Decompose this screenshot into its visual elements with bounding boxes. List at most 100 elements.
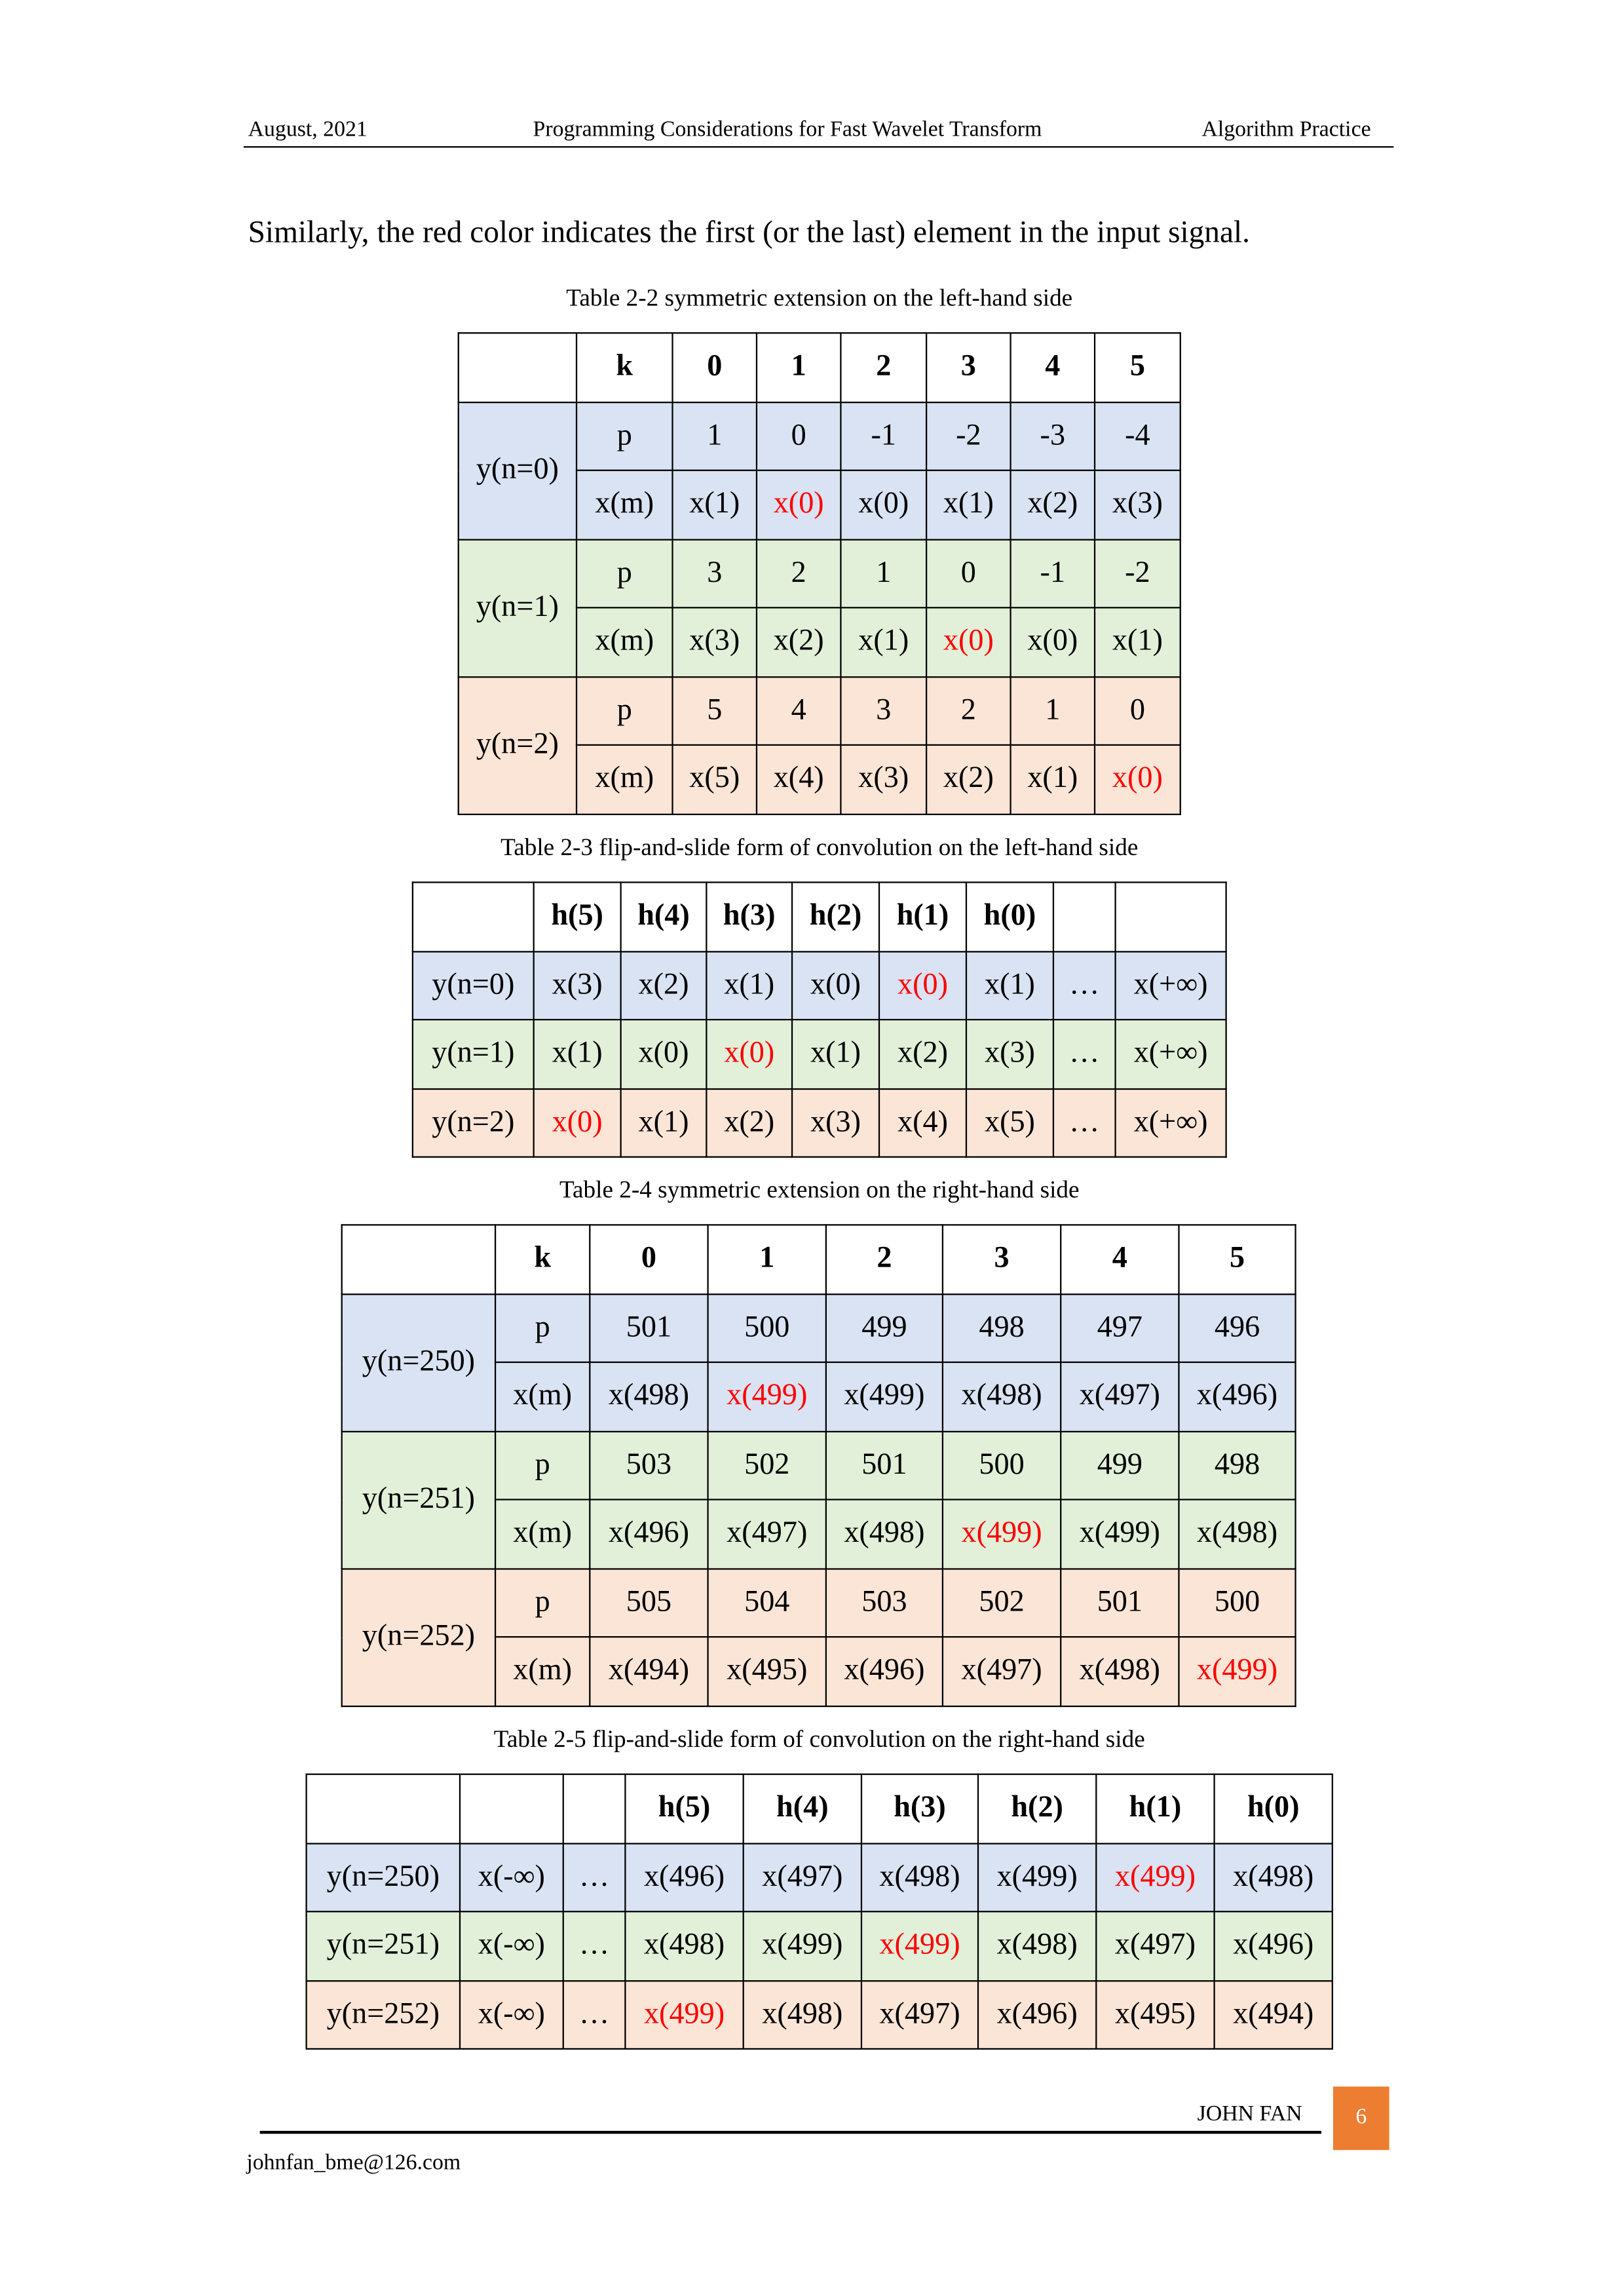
header-cell: 4 <box>1060 1224 1180 1295</box>
table-cell: x(494) <box>1213 1979 1334 2050</box>
table-cell: x(496) <box>1178 1361 1296 1432</box>
table-cell: x(2) <box>755 607 842 678</box>
row-label: p <box>575 676 673 746</box>
table-row: x(m) x(496) x(497) x(498) x(499) x(499) x(498) <box>341 1499 1296 1569</box>
highlighted-cell: x(499) <box>860 1911 979 1981</box>
row-group-label: y(n=0) <box>457 400 578 540</box>
table-cell: x(+∞) <box>1114 1018 1227 1090</box>
header-cell: 3 <box>926 332 1011 403</box>
table-row: y(n=1) p 3 2 1 0 -1 -2 <box>457 538 1181 678</box>
table-cell: 1 <box>671 400 758 471</box>
table-cell: x(498) <box>1178 1499 1296 1569</box>
header-cell <box>562 1773 626 1844</box>
table-row: x(m) x(494) x(495) x(496) x(497) x(498) x(499) <box>341 1636 1296 1707</box>
row-label: y(n=0) <box>411 950 535 1021</box>
table-2-2-caption: Table 2-2 symmetric extension on the lef… <box>566 283 1073 312</box>
row-label: x(m) <box>494 1636 591 1707</box>
table-cell: x(5) <box>671 744 758 814</box>
table-cell: x(3) <box>533 950 622 1021</box>
header-cell: h(4) <box>742 1773 863 1844</box>
table-cell: 500 <box>707 1293 827 1364</box>
table-cell: 496 <box>1178 1293 1296 1364</box>
header-row: h(5) h(4) h(3) h(2) h(1) h(0) <box>305 1773 1334 1844</box>
row-label: x(m) <box>575 469 673 540</box>
table-cell: x(499) <box>825 1361 944 1432</box>
header-section: Algorithm Practice <box>1201 118 1371 142</box>
table-cell: 501 <box>1060 1567 1180 1638</box>
footer-rule <box>259 2130 1321 2133</box>
table-cell: … <box>1052 950 1116 1021</box>
table-cell: x(498) <box>624 1911 744 1981</box>
header-cell: k <box>494 1224 591 1295</box>
table-2-3-caption: Table 2-3 flip-and-slide form of convolu… <box>500 833 1139 861</box>
table-cell: 505 <box>589 1567 709 1638</box>
table-cell: x(2) <box>620 950 708 1021</box>
header-cell: h(2) <box>791 881 880 952</box>
table-cell: … <box>1052 1018 1116 1090</box>
highlighted-cell: x(499) <box>1095 1842 1215 1913</box>
header-cell: k <box>575 332 673 403</box>
table-cell: … <box>562 1911 626 1981</box>
table-row: x(m) x(3) x(2) x(1) x(0) x(0) x(1) <box>458 607 1181 678</box>
table-cell: 500 <box>1178 1567 1296 1638</box>
table-row: y(n=251) x(-∞)… x(498) x(499) x(499) x(498) x(… <box>305 1911 1334 1981</box>
header-cell: h(3) <box>706 881 793 952</box>
header-cell: 2 <box>840 332 928 403</box>
footer-email: johnfan_bme@126.com <box>246 2151 461 2175</box>
table-cell: x(5) <box>965 1087 1055 1158</box>
table-cell: x(2) <box>1010 469 1096 540</box>
table-cell: x(+∞) <box>1114 950 1227 1021</box>
table-cell: x(1) <box>840 607 928 678</box>
table-cell: x(498) <box>860 1842 979 1913</box>
highlighted-cell: x(0) <box>1093 744 1181 814</box>
table-cell: 0 <box>755 400 842 471</box>
header-date: August, 2021 <box>248 118 368 142</box>
table-cell: x(497) <box>1095 1911 1215 1981</box>
table-cell: x(+∞) <box>1114 1087 1227 1158</box>
header-cell: h(5) <box>533 881 622 952</box>
highlighted-cell: x(0) <box>755 469 842 540</box>
row-group-label: y(n=250) <box>341 1293 497 1432</box>
table-row: x(m) x(1) x(0) x(0) x(1) x(2) x(3) <box>458 469 1181 540</box>
row-label: p <box>494 1567 591 1638</box>
table-cell: x(497) <box>941 1636 1062 1707</box>
footer-author: JOHN FAN <box>1197 2103 1302 2127</box>
table-cell: … <box>562 1842 626 1913</box>
header-cell <box>457 332 578 403</box>
table-cell: x(498) <box>1060 1636 1180 1707</box>
table-cell: 503 <box>589 1430 709 1501</box>
header-cell <box>305 1773 461 1844</box>
header-cell: 1 <box>755 332 842 403</box>
highlighted-cell: x(0) <box>926 607 1011 678</box>
body-paragraph: Similarly, the red color indicates the f… <box>248 214 1250 250</box>
row-label: x(m) <box>575 607 673 678</box>
table-cell: 500 <box>941 1430 1062 1501</box>
table-cell: 4 <box>755 676 842 746</box>
table-cell: x(2) <box>706 1087 793 1158</box>
table-cell: 497 <box>1060 1293 1180 1364</box>
table-cell: x(3) <box>671 607 758 678</box>
table-cell: x(496) <box>1213 1911 1334 1981</box>
row-group-label: y(n=252) <box>341 1567 497 1707</box>
header-cell: 4 <box>1010 332 1096 403</box>
row-label: x(m) <box>494 1361 591 1432</box>
header-cell: h(0) <box>1213 1773 1334 1844</box>
row-label: p <box>494 1293 591 1364</box>
table-cell: x(-∞) <box>459 1842 564 1913</box>
table-2-4-caption: Table 2-4 symmetric extension on the rig… <box>559 1175 1080 1204</box>
header-cell: 2 <box>825 1224 944 1295</box>
table-cell: x(497) <box>860 1979 979 2050</box>
table-cell: x(1) <box>706 950 793 1021</box>
header-title: Programming Considerations for Fast Wave… <box>533 118 1042 142</box>
table-cell: 501 <box>825 1430 944 1501</box>
table-row: y(n=250) p 501 500 499 498 497 496 <box>341 1293 1296 1432</box>
table-row: y(n=2) p 5 4 3 2 1 0 <box>457 676 1181 814</box>
table-cell: 503 <box>825 1567 944 1638</box>
table-cell: x(1) <box>671 469 758 540</box>
header-cell <box>1114 881 1227 952</box>
table-cell: x(2) <box>878 1018 968 1090</box>
table-cell: x(0) <box>1010 607 1096 678</box>
highlighted-cell: x(0) <box>878 950 968 1021</box>
